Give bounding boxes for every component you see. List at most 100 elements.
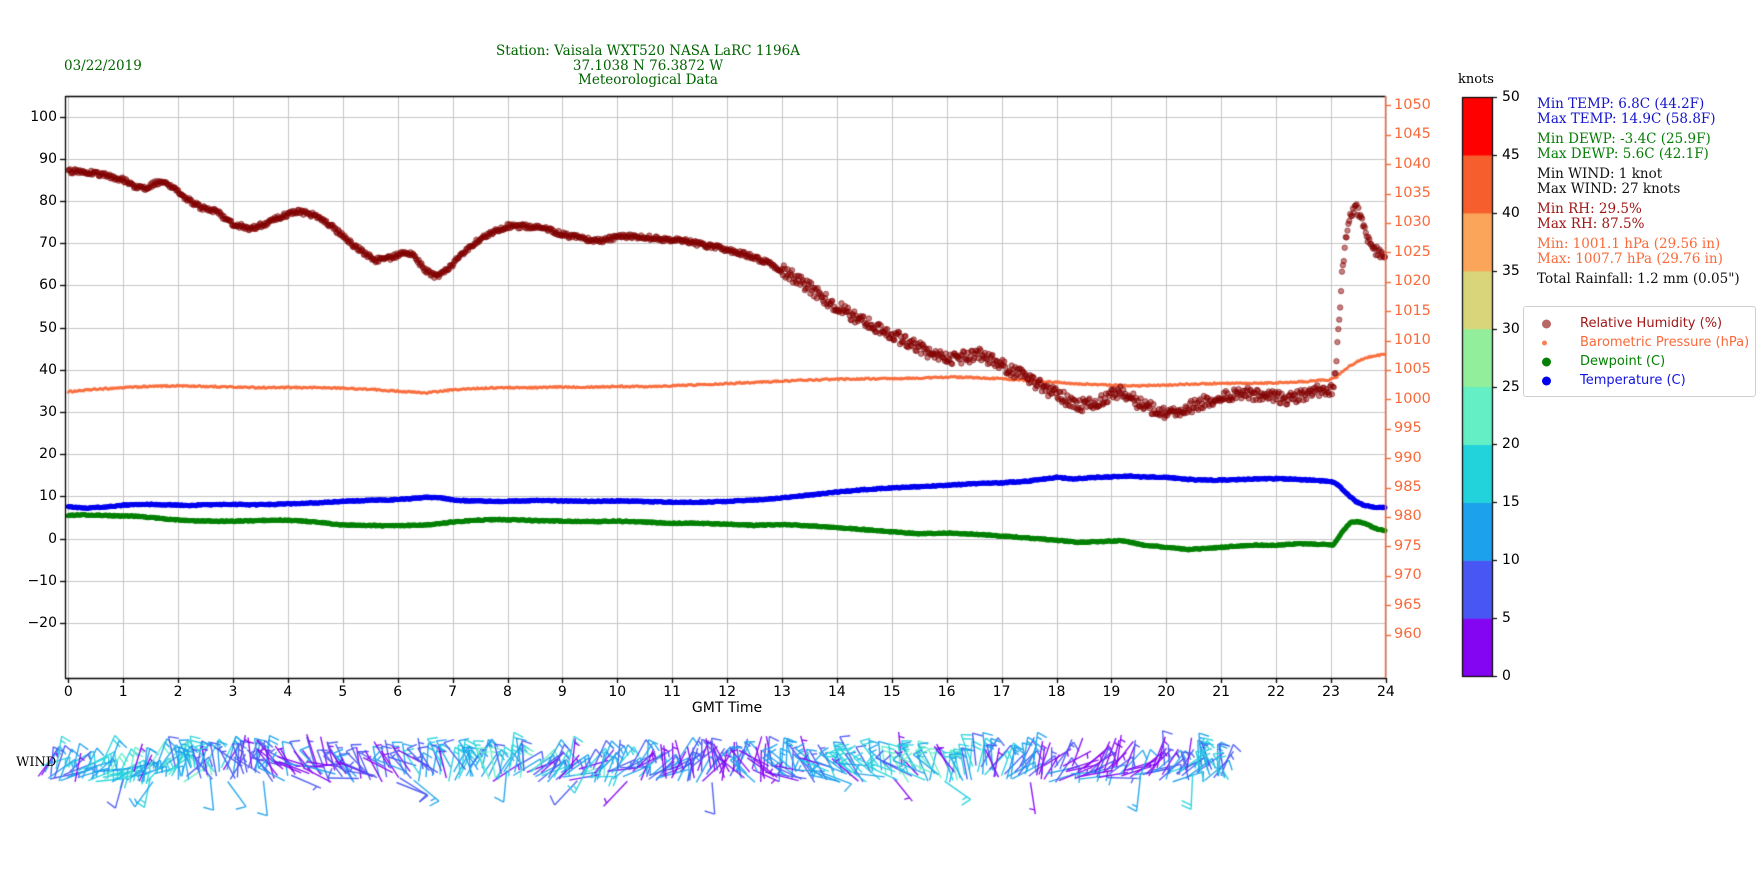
x-axis-tick-label: 21 (1212, 684, 1231, 700)
legend-item: Relative Humidity (%) (1524, 314, 1755, 333)
x-axis-tick-label: 24 (1376, 684, 1395, 700)
stat-line: Max RH: 87.5% (1537, 215, 1645, 232)
x-axis-tick-label: 23 (1322, 684, 1340, 700)
y-axis-left-tick-label: 20 (39, 446, 57, 463)
colorbar-tick-label: 5 (1502, 610, 1511, 627)
x-axis-tick-label: 4 (283, 684, 293, 700)
x-axis-tick-label: 17 (992, 684, 1011, 700)
colorbar-tick-label: 15 (1502, 494, 1520, 511)
y-axis-left-tick-label: −20 (27, 614, 57, 631)
y-axis-right-tick-label: 1045 (1394, 126, 1431, 143)
y-axis-right-tick-label: 1040 (1394, 155, 1431, 172)
legend-label: Temperature (C) (1580, 373, 1686, 388)
stat-line: Max WIND: 27 knots (1537, 180, 1681, 197)
legend-item: Barometric Pressure (hPa) (1524, 333, 1755, 352)
y-axis-left-tick-label: 100 (30, 108, 57, 125)
y-axis-right-tick-label: 1000 (1394, 390, 1431, 407)
x-axis-tick-label: 0 (63, 684, 73, 700)
x-axis-tick-label: 5 (338, 684, 348, 700)
colorbar-tick-label: 30 (1502, 320, 1520, 337)
y-axis-right-tick-label: 970 (1394, 567, 1422, 584)
colorbar-tick-label: 20 (1502, 436, 1520, 453)
legend-marker-icon (1542, 357, 1551, 366)
stat-line: Max TEMP: 14.9C (58.8F) (1537, 110, 1716, 127)
y-axis-right-tick-label: 1015 (1394, 302, 1431, 319)
stat-line: Max: 1007.7 hPa (29.76 in) (1537, 250, 1723, 267)
legend-item: Dewpoint (C) (1524, 352, 1755, 371)
title-coordinates-line: 37.1038 N 76.3872 W (572, 57, 724, 74)
stat-line: Min RH: 29.5% (1537, 201, 1642, 217)
y-axis-left-tick-label: 80 (39, 192, 57, 209)
legend-label: Relative Humidity (%) (1580, 316, 1723, 331)
x-axis-tick-label: 8 (503, 684, 512, 700)
chart-title: Station: Vaisala WXT520 NASA LaRC 1196A … (496, 44, 800, 88)
y-axis-right-tick-label: 1010 (1394, 332, 1431, 348)
x-axis-tick-label: 11 (663, 684, 682, 700)
x-axis-tick-label: 12 (718, 684, 736, 700)
y-axis-left-tick-label: 90 (39, 150, 57, 167)
legend-item: Temperature (C) (1524, 371, 1755, 390)
y-axis-right-tick-label: 1030 (1394, 214, 1431, 231)
legend-label: Barometric Pressure (hPa) (1580, 335, 1750, 350)
x-axis-tick-label: 16 (937, 684, 956, 700)
y-axis-right-tick-label: 1025 (1394, 243, 1431, 260)
legend-marker-icon (1542, 319, 1551, 328)
y-axis-right-tick-label: 1005 (1394, 361, 1431, 378)
x-axis-tick-label: 19 (1102, 684, 1121, 700)
y-axis-right-tick-label: 995 (1394, 420, 1422, 437)
y-axis-right-tick-label: 990 (1394, 449, 1422, 466)
y-axis-right-tick-label: 1050 (1394, 96, 1431, 113)
stats-block: Min TEMP: 6.8C (44.2F) Max TEMP: 14.9C (5… (1537, 97, 1740, 287)
y-axis-right-tick-label: 1035 (1394, 185, 1431, 201)
x-axis-tick-label: 10 (608, 684, 627, 700)
stat-line: Min TEMP: 6.8C (44.2F) (1537, 96, 1705, 112)
y-axis-left-tick-label: 40 (39, 361, 57, 378)
y-axis-left-tick-label: 50 (39, 319, 57, 336)
title-subtitle-line: Meteorological Data (578, 72, 718, 88)
y-axis-left-tick-label: 0 (48, 530, 57, 547)
stat-line: Total Rainfall: 1.2 mm (0.05") (1537, 271, 1740, 287)
x-axis-tick-label: 15 (882, 684, 901, 700)
x-axis-tick-label: 22 (1267, 684, 1285, 700)
date-label: 03/22/2019 (64, 58, 142, 74)
y-axis-right-tick-label: 975 (1394, 537, 1422, 554)
y-axis-left-tick-label: 30 (39, 403, 57, 420)
stat-line: Min DEWP: -3.4C (25.9F) (1537, 131, 1711, 147)
x-axis-tick-label: 14 (827, 684, 846, 700)
colorbar-tick-label: 25 (1502, 378, 1520, 395)
y-axis-right-tick-label: 1020 (1394, 273, 1431, 290)
colorbar-tick-label: 0 (1502, 668, 1511, 684)
y-axis-left-tick-label: 70 (39, 235, 57, 252)
colorbar-tick-label: 40 (1502, 204, 1520, 221)
x-axis-tick-label: 2 (173, 684, 183, 700)
stat-line: Max DEWP: 5.6C (42.1F) (1537, 145, 1709, 162)
x-axis-tick-label: 13 (773, 684, 791, 700)
y-axis-right-tick-label: 980 (1394, 508, 1422, 525)
y-axis-right-tick-label: 985 (1394, 479, 1422, 495)
colorbar-tick-label: 35 (1502, 262, 1520, 279)
colorbar-tick-label: 50 (1502, 89, 1520, 105)
legend-marker-icon (1542, 376, 1551, 385)
x-axis-tick-label: 3 (228, 684, 238, 700)
x-axis-tick-label: 1 (118, 684, 128, 700)
x-axis-tick-label: 7 (448, 684, 458, 700)
legend-marker-icon (1542, 340, 1547, 345)
colorbar-title: knots (1458, 72, 1494, 87)
y-axis-right-tick-label: 965 (1394, 596, 1422, 613)
title-station-line: Station: Vaisala WXT520 NASA LaRC 1196A (496, 43, 800, 59)
y-axis-left-tick-label: −10 (27, 572, 57, 589)
x-axis-label: GMT Time (691, 700, 763, 716)
stat-line: Min WIND: 1 knot (1537, 166, 1663, 182)
stat-line: Min: 1001.1 hPa (29.56 in) (1537, 236, 1721, 252)
y-axis-left-tick-label: 10 (39, 488, 57, 505)
colorbar-tick-label: 10 (1502, 552, 1520, 569)
legend-label: Dewpoint (C) (1580, 354, 1666, 369)
y-axis-left-tick-label: 60 (39, 277, 57, 294)
y-axis-right-tick-label: 960 (1394, 626, 1422, 642)
wind-section-label: WIND (16, 755, 57, 770)
colorbar-tick-label: 45 (1502, 146, 1520, 163)
x-axis-tick-label: 6 (393, 684, 403, 700)
legend: Relative Humidity (%) Barometric Pressure… (1523, 306, 1756, 397)
